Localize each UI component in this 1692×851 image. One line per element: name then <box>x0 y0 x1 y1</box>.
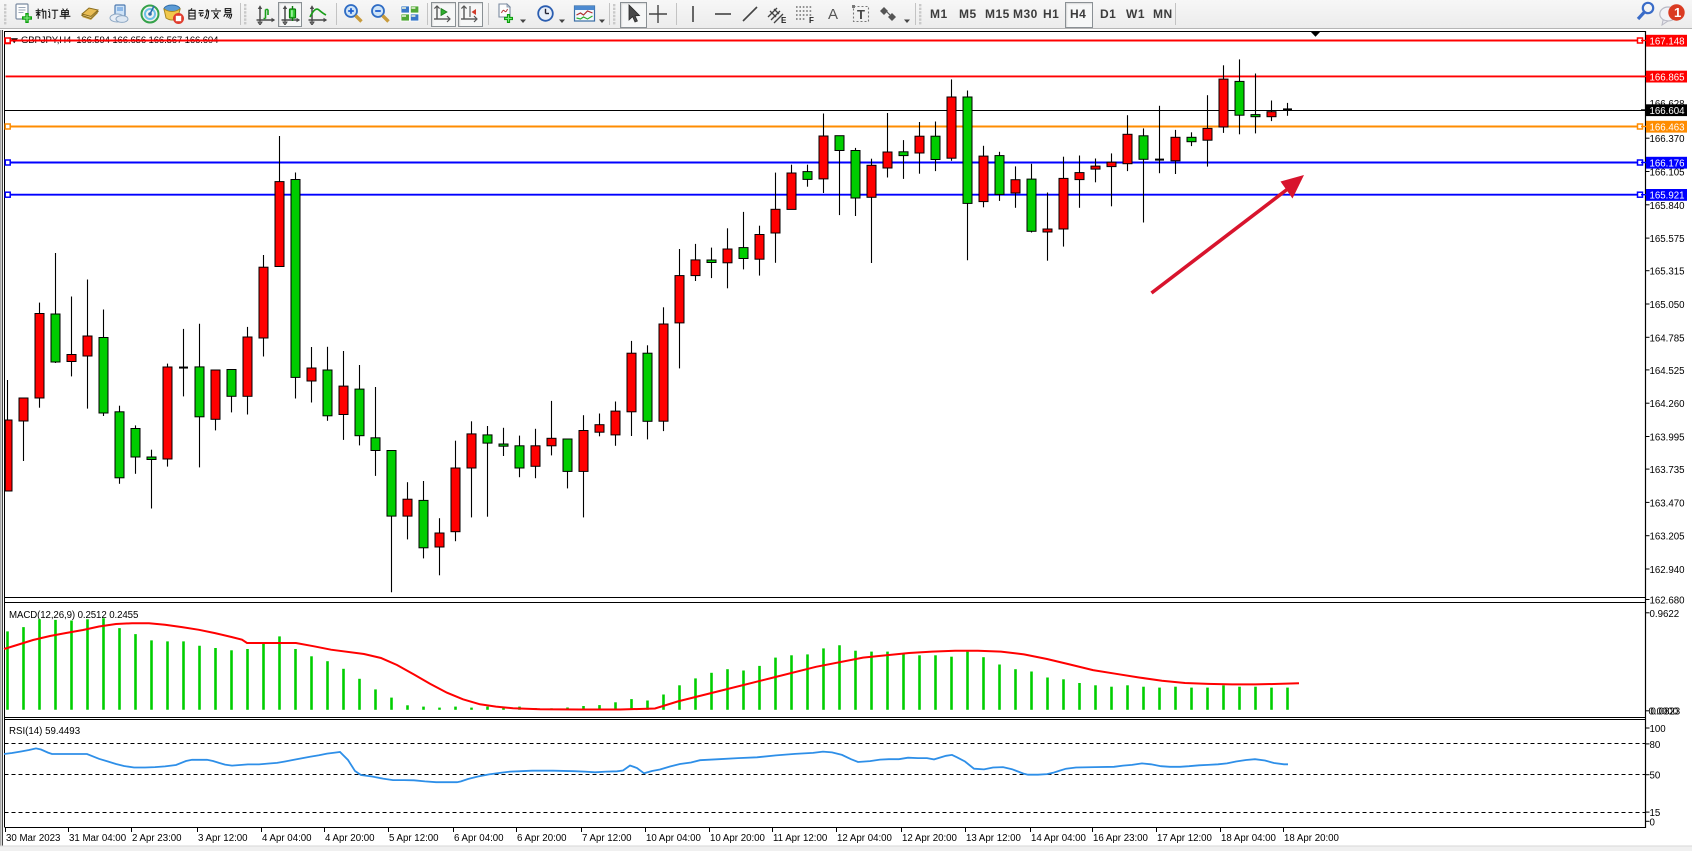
svg-text:12 Apr 04:00: 12 Apr 04:00 <box>837 833 893 844</box>
svg-text:17 Apr 12:00: 17 Apr 12:00 <box>1157 833 1213 844</box>
svg-text:165.050: 165.050 <box>1650 300 1686 311</box>
svg-text:11 Apr 12:00: 11 Apr 12:00 <box>773 833 828 844</box>
svg-text:164.260: 164.260 <box>1650 399 1686 410</box>
svg-text:163.995: 163.995 <box>1650 433 1685 444</box>
svg-text:166.865: 166.865 <box>1650 72 1685 83</box>
svg-text:0.0823: 0.0823 <box>1651 707 1681 718</box>
svg-text:164.525: 164.525 <box>1650 366 1685 377</box>
svg-text:164.785: 164.785 <box>1650 333 1685 344</box>
svg-text:165.840: 165.840 <box>1650 201 1686 212</box>
svg-text:163.205: 163.205 <box>1650 532 1685 543</box>
svg-text:166.176: 166.176 <box>1650 159 1685 170</box>
svg-text:167.148: 167.148 <box>1650 37 1685 48</box>
svg-text:13 Apr 12:00: 13 Apr 12:00 <box>966 833 1022 844</box>
svg-text:100: 100 <box>1650 724 1667 735</box>
svg-text:3 Apr 12:00: 3 Apr 12:00 <box>198 833 248 844</box>
svg-text:6 Apr 20:00: 6 Apr 20:00 <box>517 833 567 844</box>
svg-text:165.315: 165.315 <box>1650 267 1685 278</box>
svg-text:A: A <box>828 6 838 23</box>
svg-text:162.680: 162.680 <box>1650 596 1686 607</box>
svg-text:50: 50 <box>1650 771 1661 782</box>
svg-text:RSI(14) 59.4493: RSI(14) 59.4493 <box>9 726 80 737</box>
svg-text:18 Apr 20:00: 18 Apr 20:00 <box>1284 833 1340 844</box>
svg-text:30 Mar 2023: 30 Mar 2023 <box>6 833 60 844</box>
svg-text:6 Apr 04:00: 6 Apr 04:00 <box>454 833 504 844</box>
svg-text:4 Apr 20:00: 4 Apr 20:00 <box>325 833 375 844</box>
svg-text:7 Apr 12:00: 7 Apr 12:00 <box>582 833 632 844</box>
svg-text:162.940: 162.940 <box>1650 565 1686 576</box>
svg-text:10 Apr 20:00: 10 Apr 20:00 <box>710 833 766 844</box>
svg-text:MACD(12,26,9) 0.2512 0.2455: MACD(12,26,9) 0.2512 0.2455 <box>9 610 138 621</box>
svg-text:E: E <box>781 16 787 25</box>
svg-text:166.604: 166.604 <box>1650 106 1686 117</box>
svg-text:166.463: 166.463 <box>1650 123 1685 134</box>
svg-text:163.470: 163.470 <box>1650 498 1686 509</box>
svg-text:4 Apr 04:00: 4 Apr 04:00 <box>262 833 312 844</box>
svg-text:166.370: 166.370 <box>1650 134 1686 145</box>
svg-text:16 Apr 23:00: 16 Apr 23:00 <box>1093 833 1149 844</box>
svg-text:F: F <box>809 16 814 25</box>
svg-text:0.0000: 0.0000 <box>1649 707 1679 718</box>
svg-text:80: 80 <box>1650 740 1661 751</box>
svg-text:166.105: 166.105 <box>1650 168 1685 179</box>
svg-text:10 Apr 04:00: 10 Apr 04:00 <box>646 833 702 844</box>
svg-text:2 Apr 23:00: 2 Apr 23:00 <box>132 833 182 844</box>
svg-text:163.735: 163.735 <box>1650 465 1685 476</box>
svg-text:12 Apr 20:00: 12 Apr 20:00 <box>902 833 958 844</box>
svg-text:165.921: 165.921 <box>1650 191 1685 202</box>
svg-text:0: 0 <box>1650 817 1656 828</box>
svg-text:15: 15 <box>1650 808 1661 819</box>
svg-text:18 Apr 04:00: 18 Apr 04:00 <box>1221 833 1277 844</box>
svg-text:31 Mar 04:00: 31 Mar 04:00 <box>69 833 127 844</box>
svg-text:14 Apr 04:00: 14 Apr 04:00 <box>1031 833 1087 844</box>
svg-text:165.575: 165.575 <box>1650 234 1685 245</box>
svg-text:T: T <box>857 7 865 22</box>
svg-text:1: 1 <box>1674 5 1681 20</box>
svg-text:5 Apr 12:00: 5 Apr 12:00 <box>389 833 439 844</box>
svg-text:0.9622: 0.9622 <box>1650 609 1680 620</box>
